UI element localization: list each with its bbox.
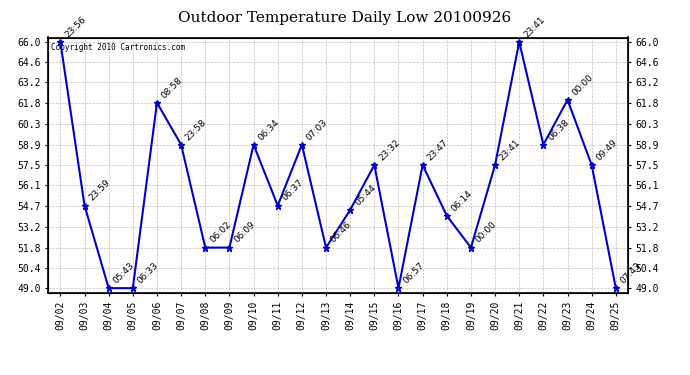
Text: 00:00: 00:00 — [571, 72, 595, 97]
Text: 06:33: 06:33 — [136, 261, 160, 285]
Text: 06:09: 06:09 — [233, 220, 257, 245]
Text: 06:02: 06:02 — [208, 220, 233, 245]
Text: 07:43: 07:43 — [619, 261, 643, 285]
Text: 06:57: 06:57 — [402, 261, 426, 285]
Text: 23:58: 23:58 — [184, 117, 208, 142]
Text: 06:37: 06:37 — [281, 178, 305, 203]
Text: Copyright 2010 Cartronics.com: Copyright 2010 Cartronics.com — [51, 43, 186, 52]
Text: 06:14: 06:14 — [450, 188, 474, 213]
Text: 23:56: 23:56 — [63, 15, 88, 39]
Text: 07:03: 07:03 — [305, 117, 329, 142]
Text: 00:00: 00:00 — [474, 220, 498, 245]
Text: 06:34: 06:34 — [257, 117, 281, 142]
Text: 09:49: 09:49 — [595, 138, 619, 162]
Text: 23:41: 23:41 — [522, 15, 546, 39]
Text: 05:44: 05:44 — [353, 183, 377, 207]
Text: 05:43: 05:43 — [112, 261, 136, 285]
Text: 08:58: 08:58 — [160, 75, 184, 100]
Text: 06:38: 06:38 — [546, 117, 571, 142]
Text: 06:46: 06:46 — [329, 220, 353, 245]
Text: 23:47: 23:47 — [426, 138, 450, 162]
Text: 23:32: 23:32 — [377, 138, 402, 162]
Text: Outdoor Temperature Daily Low 20100926: Outdoor Temperature Daily Low 20100926 — [179, 11, 511, 25]
Text: 23:59: 23:59 — [88, 178, 112, 203]
Text: 23:41: 23:41 — [498, 138, 522, 162]
